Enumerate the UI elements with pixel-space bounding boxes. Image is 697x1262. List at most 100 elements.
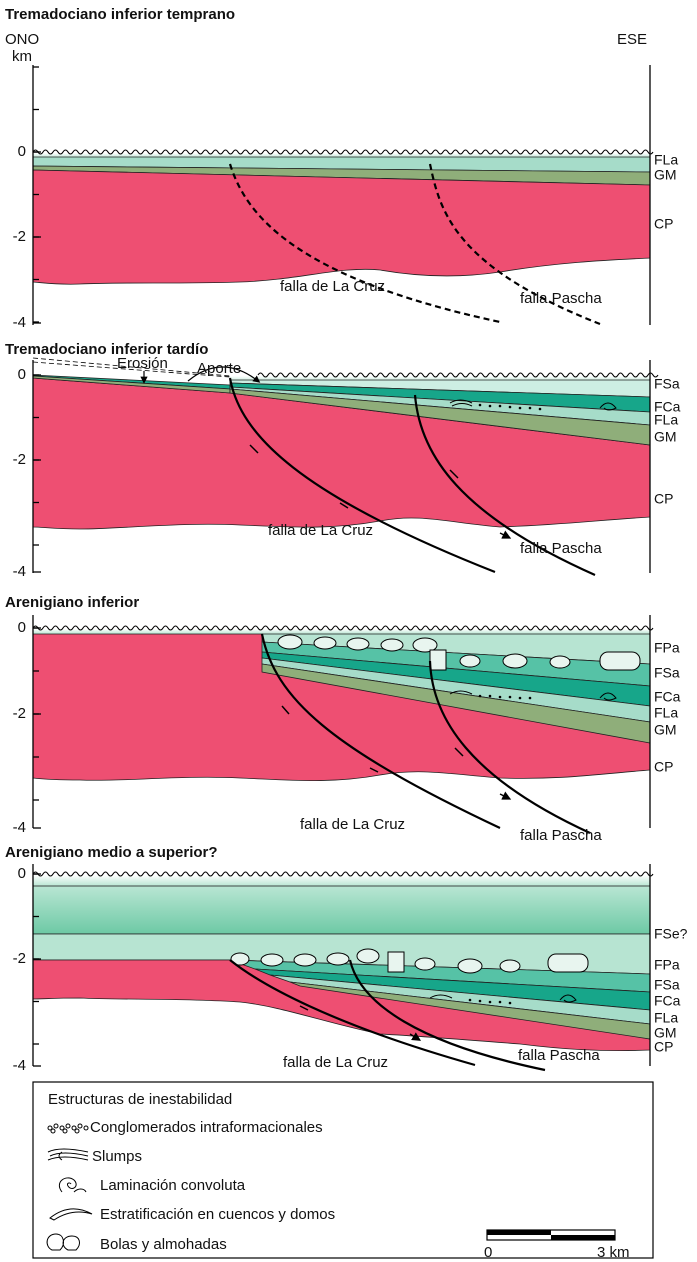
shape <box>75 1129 79 1133</box>
shape <box>519 407 522 410</box>
shape <box>550 656 570 668</box>
shape <box>48 1149 88 1160</box>
panel-title: Tremadociano inferior temprano <box>5 6 235 23</box>
layer-label: FPa <box>654 957 680 973</box>
shape <box>499 405 502 408</box>
shape <box>600 652 640 670</box>
fault-name: falla Pascha <box>520 827 602 844</box>
layer-label: FSa <box>654 376 680 392</box>
shape <box>63 1129 67 1133</box>
layer-label: FSe? <box>654 926 688 942</box>
fault-name: falla de La Cruz <box>283 1054 388 1071</box>
panel: FPa FSa FCa FLa GM CP falla de La Cruz f… <box>13 615 681 844</box>
shape <box>314 637 336 649</box>
annotation: Erosión <box>117 355 168 372</box>
shape <box>66 1124 70 1128</box>
shape <box>327 953 349 965</box>
shape <box>388 952 404 972</box>
shape <box>479 1000 482 1003</box>
layer-label: FCa <box>654 993 681 1009</box>
layer-label: CP <box>654 216 673 232</box>
y-tick-label: 0 <box>18 865 26 882</box>
layer-label: GM <box>654 722 677 738</box>
y-tick-label: 0 <box>18 619 26 636</box>
panel-title: Arenigiano medio a superior? <box>5 844 218 861</box>
shape <box>381 639 403 651</box>
shape <box>499 696 502 699</box>
shape <box>51 1129 55 1133</box>
layer-label: GM <box>654 429 677 445</box>
fault-name: falla Pascha <box>520 540 602 557</box>
fault-name: falla de La Cruz <box>300 816 405 833</box>
layer-label: FLa <box>654 412 678 428</box>
left-label: ONO <box>5 31 39 48</box>
layer-label: CP <box>654 1039 673 1055</box>
shape <box>458 959 482 973</box>
shape <box>50 1209 92 1220</box>
layer-label: FLa <box>654 1010 678 1026</box>
shape <box>261 954 283 966</box>
layer-label: GM <box>654 167 677 183</box>
shape <box>469 999 472 1002</box>
shape <box>519 697 522 700</box>
shape <box>479 404 482 407</box>
legend-item: Bolas y almohadas <box>100 1236 227 1253</box>
layer-label: CP <box>654 759 673 775</box>
y-tick-label: -2 <box>13 451 26 468</box>
shape <box>529 697 532 700</box>
y-tick-label: -4 <box>13 1057 26 1074</box>
panel: Erosión Aporte FSa FCa FLa GM CP falla d… <box>13 355 681 580</box>
scale-bar <box>487 1230 615 1240</box>
layer-label: FCa <box>654 689 681 705</box>
shape <box>499 1001 502 1004</box>
shape <box>278 635 302 649</box>
shape <box>84 1126 88 1130</box>
legend-icons <box>47 1124 92 1250</box>
y-tick-label: -4 <box>13 563 26 580</box>
shape <box>503 654 527 668</box>
shape <box>548 954 588 972</box>
y-tick-label: -2 <box>13 950 26 967</box>
shape <box>489 695 492 698</box>
shape <box>54 1124 58 1128</box>
shape <box>509 1002 512 1005</box>
legend-item: Estratificación en cuencos y domos <box>100 1206 335 1223</box>
shape <box>59 1178 86 1192</box>
shape <box>479 695 482 698</box>
unit-label: km <box>12 48 32 65</box>
shape <box>347 638 369 650</box>
layer-fse <box>33 886 650 934</box>
shape <box>489 1001 492 1004</box>
shape <box>509 696 512 699</box>
panel-title: Arenigiano inferior <box>5 594 139 611</box>
shape <box>357 949 379 963</box>
figure: Tremadociano inferior temprano ONO km ES… <box>0 0 697 1262</box>
panel: FLa GM CP falla de La Cruz falla Pascha … <box>13 65 679 331</box>
fault-name: falla Pascha <box>520 290 602 307</box>
layer-label: FLa <box>654 152 678 168</box>
shape <box>539 408 542 411</box>
legend-item: Conglomerados intraformacionales <box>90 1119 323 1136</box>
layer-label: FSa <box>654 665 680 681</box>
shape <box>48 1124 88 1133</box>
shape <box>487 1230 551 1235</box>
panel: FSe? FPa FSa FCa FLa GM CP falla de La C… <box>13 864 688 1074</box>
y-tick-label: 0 <box>18 366 26 383</box>
shape <box>529 407 532 410</box>
shape <box>509 406 512 409</box>
y-tick-label: -4 <box>13 314 26 331</box>
shape <box>489 405 492 408</box>
layer-label: FSa <box>654 977 680 993</box>
fault-name: falla de La Cruz <box>268 522 373 539</box>
right-label: ESE <box>617 31 647 48</box>
shape <box>294 954 316 966</box>
water <box>33 875 650 886</box>
y-tick-label: 0 <box>18 143 26 160</box>
legend-item: Slumps <box>92 1148 142 1165</box>
panel-title: Tremadociano inferior tardío <box>5 341 208 358</box>
fault-name: falla Pascha <box>518 1047 600 1064</box>
legend-item: Laminación convoluta <box>100 1177 246 1194</box>
shape <box>415 958 435 970</box>
y-tick-label: -2 <box>13 228 26 245</box>
shape <box>47 1234 79 1250</box>
